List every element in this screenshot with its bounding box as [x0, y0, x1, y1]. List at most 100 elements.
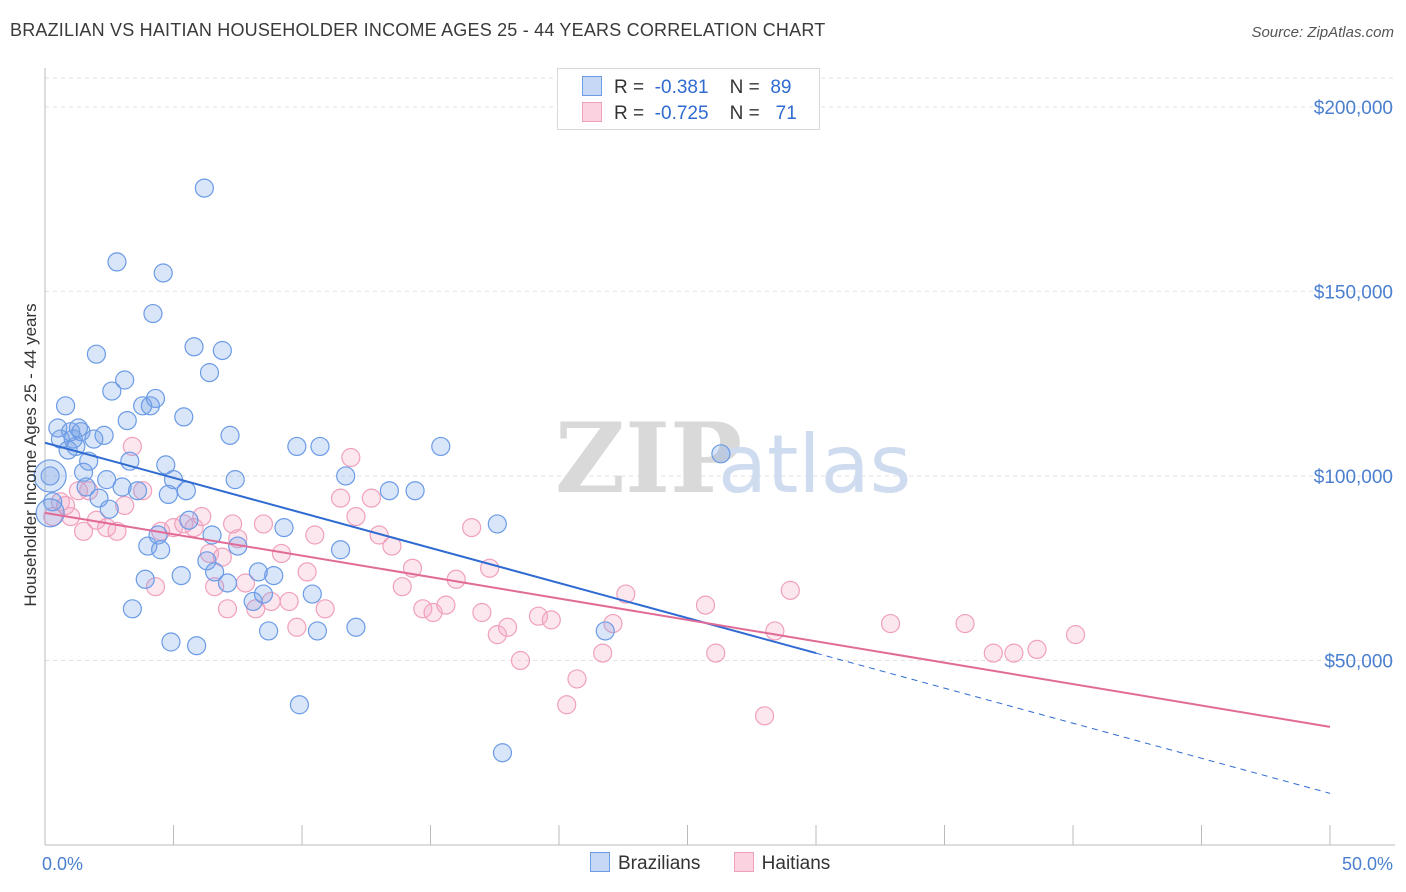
brazilian-point [487, 514, 507, 534]
brazilian-point [264, 565, 284, 586]
chart-title: BRAZILIAN VS HAITIAN HOUSEHOLDER INCOME … [10, 20, 826, 40]
haitian-point [199, 543, 220, 564]
brazilian-point [107, 252, 127, 272]
haitian-point [361, 488, 381, 508]
trend-line-haitians [44, 511, 1331, 728]
brazilian-point [212, 340, 232, 361]
brazilian-point [307, 621, 328, 641]
haitian-point [593, 643, 613, 663]
haitian-point [212, 547, 232, 567]
haitian-point [1004, 643, 1024, 663]
haitian-point [246, 599, 266, 619]
brazilian-point [217, 573, 238, 593]
haitian-point [217, 599, 238, 619]
brazilian-point [145, 388, 166, 409]
trend-lines [44, 441, 1331, 794]
haitian-point [955, 613, 975, 634]
haitian-point [107, 521, 127, 541]
brazilian-point [151, 540, 171, 560]
r-value-haitians: -0.725 [654, 103, 709, 124]
brazilian-point [55, 396, 76, 416]
correlation-legend: R = -0.381 N = 89 R = -0.725 N = 71 [557, 68, 820, 130]
brazilian-point [379, 481, 399, 501]
haitian-point [706, 643, 726, 663]
haitian-point [557, 695, 577, 715]
brazilian-point [120, 451, 140, 471]
brazilian-point [115, 370, 135, 390]
haitian-point [73, 521, 94, 541]
haitian-point [174, 514, 194, 534]
haitian-point [346, 506, 366, 527]
haitian-point [765, 621, 785, 641]
haitian-point [79, 481, 99, 501]
brazilian-point [595, 621, 615, 641]
brazilian-point [176, 481, 196, 501]
watermark: ZIP atlas [555, 402, 911, 515]
brazilian-point [161, 632, 181, 652]
source-label: Source: ZipAtlas.com [1251, 24, 1394, 41]
brazilian-point [194, 178, 214, 198]
x-tick-label: 50.0% [1342, 854, 1393, 874]
haitian-point [228, 529, 248, 549]
brazilian-point [205, 562, 225, 582]
brazilian-point [289, 695, 310, 715]
haitian-point [695, 595, 716, 615]
brazilian-point [274, 518, 294, 538]
legend-row-haitians: R = -0.725 N = 71 [582, 102, 797, 126]
brazilian-point [431, 436, 451, 457]
haitian-point [487, 625, 507, 645]
haitian-point [369, 525, 389, 545]
haitian-point [472, 602, 492, 623]
brazilian-point [310, 436, 330, 457]
legend-swatch-haitians-bottom [733, 852, 754, 872]
haitian-point [50, 492, 71, 512]
brazilian-point [153, 263, 173, 283]
brazilian-point [156, 455, 176, 475]
brazilian-point [127, 481, 148, 501]
haitian-point [223, 514, 243, 534]
haitian-point [287, 617, 307, 637]
brazilian-point [63, 429, 83, 449]
haitian-point [983, 643, 1003, 663]
y-tick-label: $150,000 [1314, 282, 1393, 303]
brazilian-point [405, 481, 425, 501]
brazilian-point [97, 470, 117, 490]
haitian-point [1065, 625, 1086, 645]
haitian-point [436, 595, 456, 615]
n-value-brazilians: 89 [770, 77, 792, 98]
y-axis-label: Householder Income Ages 25 - 44 years [21, 303, 40, 606]
haitian-point [528, 606, 549, 626]
haitian-point [462, 518, 482, 538]
brazilian-point [73, 462, 94, 482]
haitian-point [297, 562, 317, 582]
brazilian-point [48, 418, 68, 438]
brazilian-point [158, 484, 178, 505]
brazilian-point [184, 337, 204, 357]
brazilian-point [187, 636, 207, 656]
haitian-point [510, 650, 531, 671]
trend-line-brazilians [44, 441, 817, 655]
series-haitians [43, 436, 1086, 726]
brazilian-point [43, 492, 63, 512]
axes [44, 68, 1395, 846]
brazilian-point [253, 584, 274, 604]
brazilian-point [711, 444, 731, 464]
legend-swatch-brazilians-bottom [590, 852, 610, 872]
haitian-point [780, 580, 800, 600]
brazilian-point [117, 410, 137, 431]
brazilian-point [346, 617, 366, 637]
haitian-point [315, 599, 335, 619]
brazilian-point [302, 584, 322, 604]
haitian-point [163, 518, 184, 538]
y-tick-label: $50,000 [1324, 651, 1393, 672]
brazilian-point [86, 344, 107, 364]
haitian-point [305, 525, 325, 545]
haitian-point [541, 610, 561, 630]
brazilian-point [243, 591, 263, 612]
haitian-point [616, 584, 636, 604]
brazilian-point [33, 459, 67, 493]
haitian-point [115, 495, 135, 516]
watermark-zip: ZIP [555, 402, 742, 515]
haitian-point [754, 706, 775, 726]
